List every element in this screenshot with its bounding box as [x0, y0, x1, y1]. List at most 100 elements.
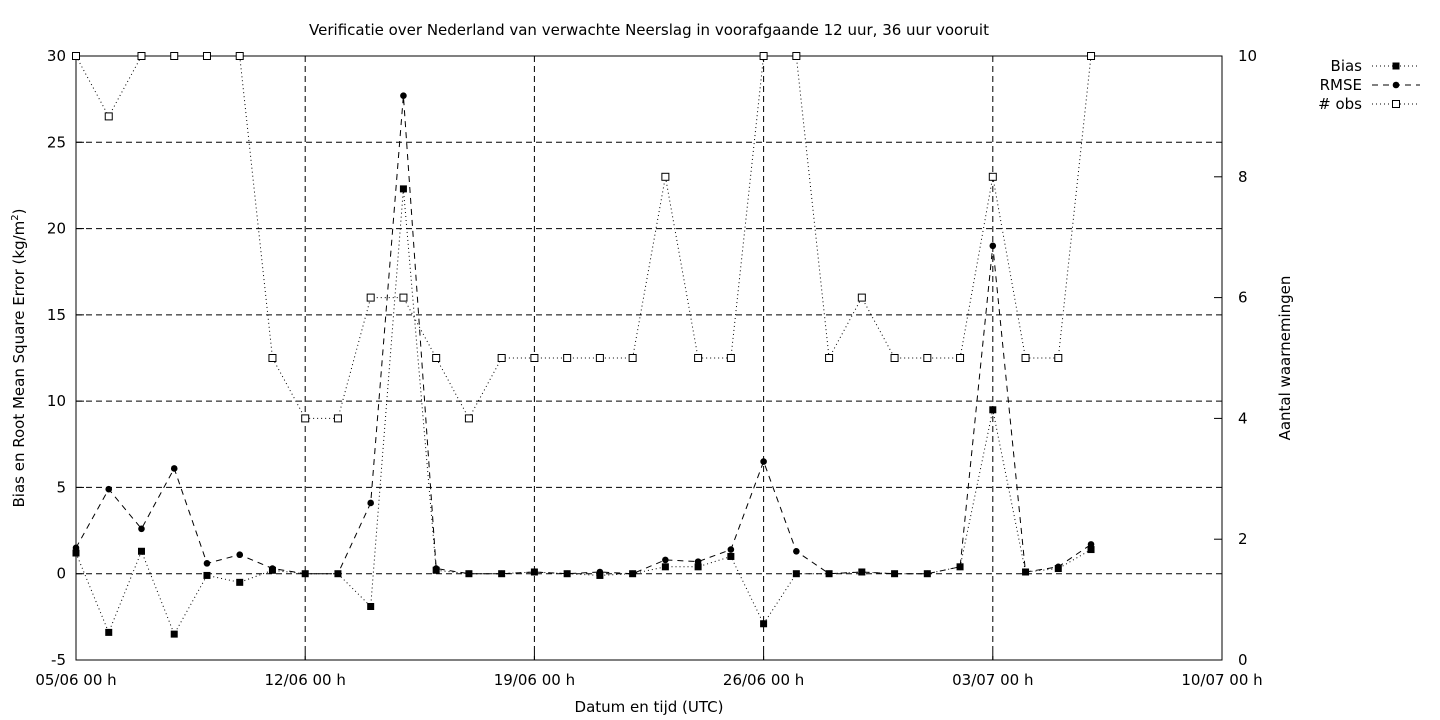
obs-marker [988, 172, 997, 181]
legend-label: # obs [1318, 95, 1362, 113]
y2-tick-label: 2 [1238, 530, 1248, 548]
obs-marker [104, 112, 113, 121]
obs-marker [857, 293, 866, 302]
y2-tick-label: 4 [1238, 409, 1248, 427]
bias-marker [1087, 546, 1095, 554]
obs-marker [726, 354, 735, 362]
obs-marker [366, 293, 375, 302]
y-tick-label: 0 [56, 565, 66, 583]
rmse-marker [760, 458, 767, 465]
y-tick-label: 30 [47, 47, 66, 65]
x-tick-label: 12/06 00 h [265, 671, 346, 689]
obs-marker [792, 52, 801, 60]
bias-marker [1022, 568, 1030, 576]
obs-marker [268, 354, 277, 362]
obs-marker [1087, 52, 1096, 60]
y-axis-label-close: ) [10, 209, 28, 215]
series-layer [72, 52, 1096, 638]
bias-marker [530, 568, 538, 576]
bias-marker [236, 578, 244, 586]
series-obs [72, 52, 1096, 423]
obs-marker [530, 354, 539, 362]
obs-marker [661, 172, 670, 181]
rmse-marker [662, 556, 669, 564]
bias-marker [72, 549, 80, 557]
obs-marker [595, 354, 604, 362]
obs-marker [399, 293, 408, 302]
obs-marker [956, 354, 965, 362]
y-tick-label: 15 [47, 306, 66, 324]
y-axis-label: Bias en Root Mean Square Error (kg/m2) [10, 209, 28, 508]
series-line [75, 95, 1092, 575]
rmse-marker [793, 547, 800, 555]
rmse-marker [1087, 541, 1095, 548]
obs-marker [202, 52, 211, 60]
bias-marker [825, 570, 833, 578]
x-tick-label: 03/07 00 h [952, 671, 1033, 689]
bias-marker [956, 563, 964, 571]
y-axis-label-superscript: 2 [10, 214, 21, 220]
chart-title: Verificatie over Nederland van verwachte… [309, 21, 989, 39]
obs-marker [72, 52, 80, 60]
obs-marker [235, 52, 244, 60]
rmse-marker [727, 546, 735, 553]
obs-marker [301, 414, 310, 423]
bias-marker [989, 406, 997, 414]
obs-marker [432, 354, 441, 362]
y-tick-label: 25 [47, 133, 66, 151]
y2-tick-label: 10 [1238, 47, 1257, 65]
obs-marker [628, 354, 637, 362]
rmse-marker [72, 544, 80, 552]
bias-marker [203, 571, 211, 579]
series-line [75, 188, 1092, 636]
x-tick-label: 26/06 00 h [723, 671, 804, 689]
bias-marker [563, 570, 571, 578]
rmse-marker [105, 485, 113, 493]
plot-frame [75, 55, 1223, 661]
y2-tick-labels: 0 2 4 6 8 10 [1238, 47, 1257, 669]
series-rmse [72, 92, 1095, 578]
obs-marker [825, 354, 834, 362]
bias-marker [367, 603, 375, 611]
bias-marker [268, 566, 276, 574]
y-tick-label: 10 [47, 392, 66, 410]
series-bias [72, 185, 1095, 638]
bias-marker [923, 570, 931, 578]
legend-label: Bias [1331, 57, 1363, 75]
bias-marker [170, 630, 178, 638]
rmse-marker [989, 242, 997, 250]
y-tick-labels: -5 0 5 10 15 20 25 30 [47, 47, 66, 669]
obs-marker [1021, 354, 1030, 362]
obs-marker [170, 52, 179, 60]
bias-marker [105, 628, 113, 636]
bias-marker [465, 570, 473, 578]
rmse-marker [400, 92, 407, 99]
series-line [75, 55, 1092, 420]
bias-marker [792, 570, 800, 578]
obs-marker [563, 354, 572, 362]
bias-marker [498, 570, 506, 578]
obs-marker [464, 414, 473, 423]
x-axis-label: Datum en tijd (UTC) [575, 698, 724, 716]
y2-tick-label: 8 [1238, 168, 1248, 186]
bias-marker [694, 563, 702, 571]
rmse-marker [694, 558, 702, 565]
x-tick-label: 05/06 00 h [35, 671, 116, 689]
obs-marker [1392, 100, 1400, 108]
y2-tick-label: 6 [1238, 289, 1248, 307]
obs-marker [497, 354, 506, 362]
y-tick-label: 20 [47, 220, 66, 238]
obs-marker [333, 414, 342, 423]
bias-marker [432, 566, 440, 574]
obs-marker [923, 354, 932, 362]
bias-marker [858, 568, 866, 576]
legend-label: RMSE [1320, 76, 1362, 94]
bias-marker [596, 571, 604, 579]
rmse-marker [170, 465, 178, 472]
bias-marker [727, 552, 735, 560]
rmse-marker [1392, 81, 1400, 89]
obs-marker [1054, 354, 1063, 362]
y-tick-label: -5 [51, 651, 66, 669]
